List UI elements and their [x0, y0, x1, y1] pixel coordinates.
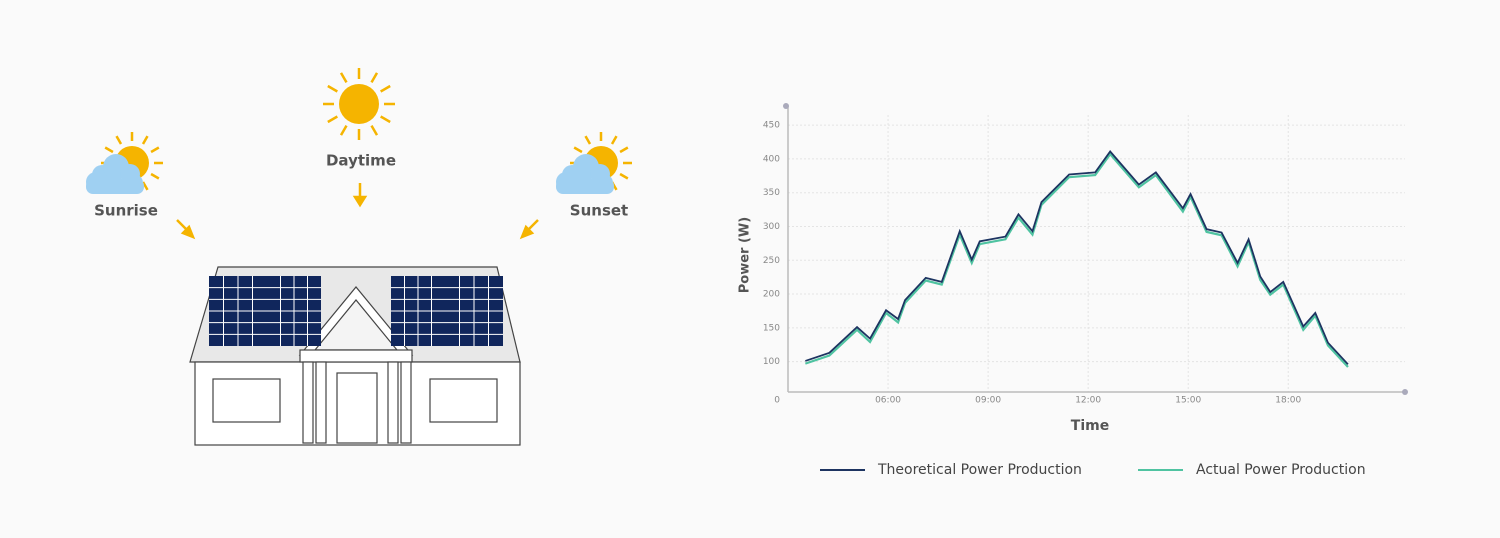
y-tick-label: 150	[763, 323, 780, 333]
sun-ray	[141, 181, 149, 191]
y-tick-label: 300	[763, 222, 780, 232]
origin-label: 0	[774, 396, 780, 406]
sun-ray	[150, 172, 160, 180]
y-tick-label: 200	[763, 290, 780, 300]
axis-end	[783, 103, 789, 109]
daytime-label: Daytime	[326, 152, 396, 170]
sun-ray	[339, 125, 348, 136]
sun-ray	[327, 84, 338, 93]
sun-ray	[115, 135, 123, 145]
series-line	[804, 152, 1349, 368]
x-axis-label: Time	[1071, 418, 1109, 434]
solar-panels	[209, 276, 503, 346]
legend-label: Theoretical Power Production	[877, 462, 1082, 478]
sun-ray	[619, 172, 629, 180]
sun-ray	[327, 115, 338, 124]
x-tick-label: 15:00	[1175, 396, 1201, 406]
sun-ray	[619, 146, 629, 154]
chart: 100 150 200 250 300 350 400 450 06:00 09:00 12:00 1…	[763, 103, 1408, 478]
sun	[339, 84, 379, 124]
sun-ray	[141, 135, 149, 145]
sunrise-label: Sunrise	[94, 202, 158, 220]
series-line	[805, 150, 1349, 365]
sun-ray	[380, 115, 391, 124]
x-tick-label: 09:00	[975, 396, 1001, 406]
legend-label: Actual Power Production	[1196, 462, 1366, 478]
arrows	[176, 183, 539, 240]
sun-ray	[104, 146, 114, 154]
sun-ray	[584, 135, 592, 145]
y-tick-label: 350	[763, 188, 780, 198]
x-tick-label: 06:00	[875, 396, 901, 406]
house	[189, 266, 521, 446]
sun-ray	[370, 125, 379, 136]
suns	[86, 68, 632, 194]
y-tick-label: 100	[763, 357, 780, 367]
sun-ray	[380, 84, 391, 93]
sunset-label: Sunset	[570, 202, 628, 220]
sun-ray	[370, 72, 379, 83]
x-tick-label: 12:00	[1075, 396, 1101, 406]
y-tick-label: 400	[763, 154, 780, 164]
cloud	[86, 179, 144, 194]
sun-ray	[339, 72, 348, 83]
sun-ray	[573, 146, 583, 154]
cloud	[556, 179, 614, 194]
y-tick-label: 450	[763, 121, 780, 131]
sun-ray	[610, 135, 618, 145]
axis-end	[1402, 389, 1408, 395]
sun-ray	[150, 146, 160, 154]
x-tick-label: 18:00	[1275, 396, 1301, 406]
y-tick-label: 250	[763, 256, 780, 266]
y-axis-label: Power (W)	[738, 217, 753, 293]
